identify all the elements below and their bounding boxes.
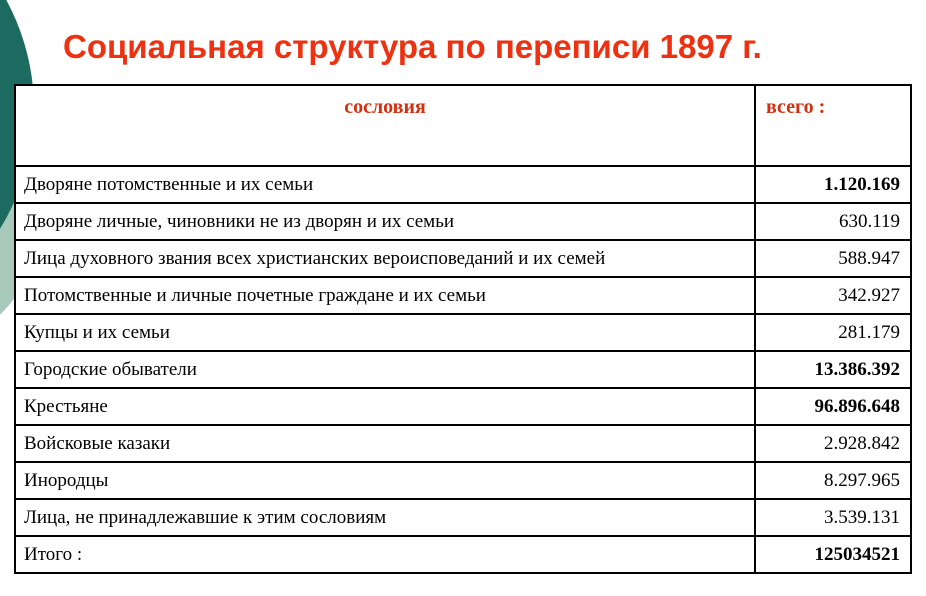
census-table-body: Дворяне потомственные и их семьи 1.120.1… bbox=[14, 165, 912, 574]
estate-label: Итого : bbox=[14, 535, 756, 574]
estate-total-value: 2.928.842 bbox=[754, 424, 912, 463]
table-row: Городские обыватели 13.386.392 bbox=[14, 350, 912, 389]
table-row: Лица, не принадлежавшие к этим сословиям… bbox=[14, 498, 912, 537]
estate-label: Крестьяне bbox=[14, 387, 756, 426]
table-row: Итого : 125034521 bbox=[14, 535, 912, 574]
census-table-header: сословия всего : bbox=[14, 84, 912, 167]
estate-total-value: 3.539.131 bbox=[754, 498, 912, 537]
table-row: Дворяне потомственные и их семьи 1.120.1… bbox=[14, 165, 912, 204]
estate-total-value: 96.896.648 bbox=[754, 387, 912, 426]
table-row: Лица духовного звания всех христианских … bbox=[14, 239, 912, 278]
estate-total-value: 13.386.392 bbox=[754, 350, 912, 389]
table-row: Дворяне личные, чиновники не из дворян и… bbox=[14, 202, 912, 241]
estate-total-value: 588.947 bbox=[754, 239, 912, 278]
estate-label: Дворяне личные, чиновники не из дворян и… bbox=[14, 202, 756, 241]
estate-label: Инородцы bbox=[14, 461, 756, 500]
estate-label: Войсковые казаки bbox=[14, 424, 756, 463]
estate-label: Городские обыватели bbox=[14, 350, 756, 389]
estate-total-value: 125034521 bbox=[754, 535, 912, 574]
table-row: Крестьяне 96.896.648 bbox=[14, 387, 912, 426]
slide-title: Социальная структура по переписи 1897 г. bbox=[63, 28, 762, 66]
estate-total-value: 281.179 bbox=[754, 313, 912, 352]
estate-total-value: 1.120.169 bbox=[754, 165, 912, 204]
table-row: Купцы и их семьи 281.179 bbox=[14, 313, 912, 352]
estate-label: Лица духовного звания всех христианских … bbox=[14, 239, 756, 278]
table-row: Потомственные и личные почетные граждане… bbox=[14, 276, 912, 315]
table-row: Войсковые казаки 2.928.842 bbox=[14, 424, 912, 463]
estate-label: Купцы и их семьи bbox=[14, 313, 756, 352]
estate-total-value: 342.927 bbox=[754, 276, 912, 315]
table-row: Инородцы 8.297.965 bbox=[14, 461, 912, 500]
header-row: сословия всего : bbox=[14, 84, 912, 167]
column-header-estates: сословия bbox=[14, 84, 756, 167]
estate-label: Дворяне потомственные и их семьи bbox=[14, 165, 756, 204]
estate-label: Лица, не принадлежавшие к этим сословиям bbox=[14, 498, 756, 537]
column-header-total: всего : bbox=[754, 84, 912, 167]
estate-label: Потомственные и личные почетные граждане… bbox=[14, 276, 756, 315]
estate-total-value: 630.119 bbox=[754, 202, 912, 241]
census-table: сословия всего : Дворяне потомственные и… bbox=[14, 84, 912, 574]
estate-total-value: 8.297.965 bbox=[754, 461, 912, 500]
